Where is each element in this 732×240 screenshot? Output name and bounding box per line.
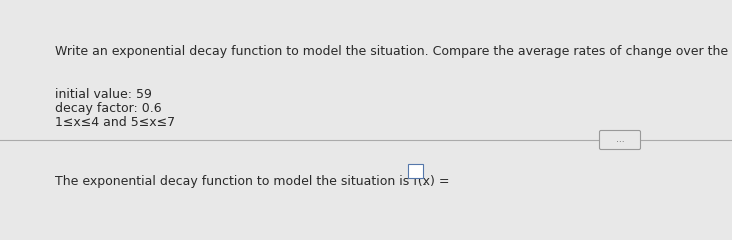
- FancyBboxPatch shape: [600, 131, 640, 150]
- Text: .: .: [423, 175, 427, 188]
- Text: Write an exponential decay function to model the situation. Compare the average : Write an exponential decay function to m…: [55, 45, 732, 58]
- Text: decay factor: 0.6: decay factor: 0.6: [55, 102, 162, 115]
- Text: ...: ...: [616, 136, 624, 144]
- Text: The exponential decay function to model the situation is f(x) =: The exponential decay function to model …: [55, 175, 449, 188]
- FancyBboxPatch shape: [408, 163, 422, 178]
- Text: 1≤x≤4 and 5≤x≤7: 1≤x≤4 and 5≤x≤7: [55, 116, 175, 129]
- Text: initial value: 59: initial value: 59: [55, 88, 152, 101]
- Text: Part 1 of 2: Part 1 of 2: [10, 11, 70, 24]
- FancyBboxPatch shape: [0, 30, 732, 240]
